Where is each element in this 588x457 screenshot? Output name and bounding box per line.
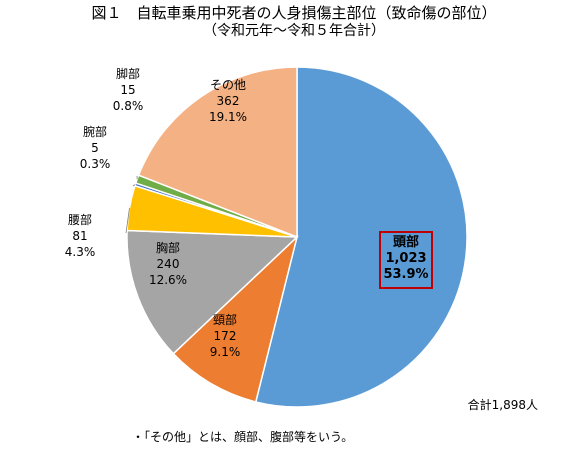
slice-label-value-5: 15 bbox=[120, 83, 135, 97]
pie-slice-2 bbox=[126, 229, 299, 355]
pie-slice-1 bbox=[172, 234, 299, 403]
slice-label-value-1: 172 bbox=[214, 329, 237, 343]
slice-label-pct-5: 0.8% bbox=[113, 99, 144, 113]
slice-label-value-0: 1,023 bbox=[385, 251, 426, 266]
slice-label-name-1: 頸部 bbox=[213, 312, 237, 327]
total-label: 合計1,898人 bbox=[467, 398, 538, 412]
slice-label-value-4: 5 bbox=[91, 141, 99, 155]
slice-label-name-6: その他 bbox=[210, 78, 246, 92]
pie-slice-0 bbox=[254, 66, 468, 408]
slice-label-pct-3: 4.3% bbox=[65, 245, 96, 259]
leader-line-3 bbox=[125, 207, 130, 234]
slice-label-pct-2: 12.6% bbox=[149, 273, 187, 287]
slice-label-name-2: 胸部 bbox=[156, 240, 180, 255]
slice-label-value-2: 240 bbox=[157, 257, 180, 271]
slice-label-name-0: 頭部 bbox=[393, 234, 419, 250]
slice-label-pct-4: 0.3% bbox=[80, 157, 111, 171]
slice-label-name-4: 腕部 bbox=[83, 124, 107, 139]
slice-label-value-3: 81 bbox=[72, 229, 87, 243]
slice-label-pct-0: 53.9% bbox=[383, 267, 428, 282]
slice-label-value-6: 362 bbox=[217, 94, 240, 108]
slice-label-name-5: 脚部 bbox=[116, 66, 140, 81]
slice-label-pct-1: 9.1% bbox=[210, 345, 241, 359]
footnote: ・「その他」とは、顔部、腹部等をいう。 bbox=[132, 430, 354, 444]
leader-line-4 bbox=[132, 184, 136, 187]
slice-label-name-3: 腰部 bbox=[68, 212, 92, 227]
chart-title: 図１ 自転車乗用中死者の人身損傷主部位（致命傷の部位） bbox=[91, 4, 497, 22]
slice-label-pct-6: 19.1% bbox=[209, 110, 247, 124]
highlight-box bbox=[379, 231, 433, 289]
pie-slice-6 bbox=[137, 66, 298, 239]
chart-subtitle: （令和元年～令和５年合計） bbox=[203, 23, 385, 39]
